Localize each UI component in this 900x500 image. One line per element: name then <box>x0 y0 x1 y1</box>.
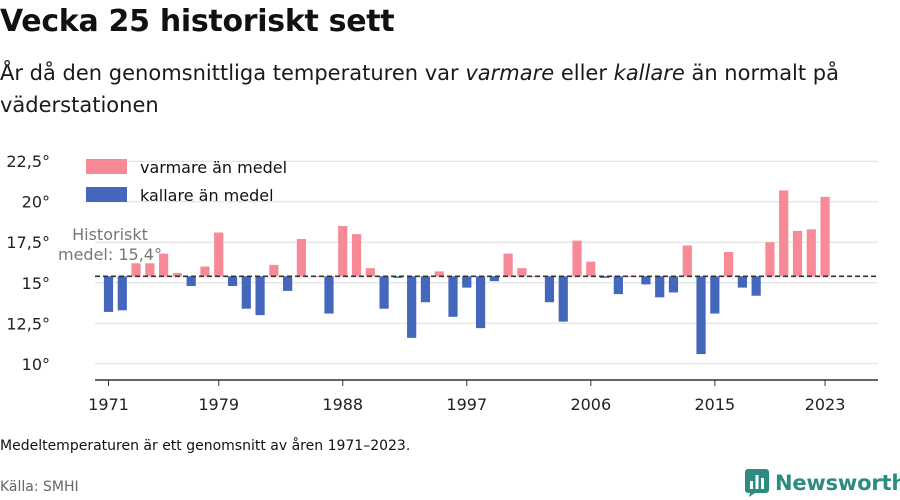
y-tick-label: 10° <box>22 355 50 374</box>
subtitle-part: eller <box>554 61 614 85</box>
legend-label-warmer: varmare än medel <box>140 158 287 177</box>
y-tick-label: 22,5° <box>6 152 50 171</box>
x-tick-label: 1979 <box>198 395 239 414</box>
bar-colder-2007 <box>599 276 610 278</box>
page-subtitle: År då den genomsnittliga temperaturen va… <box>0 57 860 121</box>
grid-layer: 10° 12,5° 15° 17,5° 20° 22,5° <box>6 152 878 381</box>
bar-warmer-2023 <box>820 196 830 277</box>
bar-warmer-1978 <box>200 266 210 277</box>
bar-colder-2011 <box>655 276 665 298</box>
x-tick-label: 1971 <box>88 395 129 414</box>
bar-colder-2018 <box>751 276 761 296</box>
bar-warmer-1988 <box>338 226 348 277</box>
bar-colder-2008 <box>613 276 623 295</box>
bar-colder-1977 <box>186 276 196 286</box>
bar-warmer-2020 <box>779 190 789 277</box>
subtitle-emphasis-warmer: varmare <box>465 61 555 85</box>
x-tick-label: 1997 <box>446 395 487 414</box>
bar-colder-1998 <box>475 276 486 329</box>
bar-layer <box>103 190 830 355</box>
bar-warmer-2001 <box>517 268 527 277</box>
y-tick-label: 20° <box>22 193 50 212</box>
bar-warmer-1976 <box>172 273 182 277</box>
bar-colder-1987 <box>324 276 334 314</box>
bar-warmer-2016 <box>724 251 734 277</box>
subtitle-emphasis-colder: kallare <box>613 61 685 85</box>
bar-colder-1997 <box>462 276 472 288</box>
y-tick-label: 15° <box>22 274 50 293</box>
bar-colder-1996 <box>448 276 458 317</box>
bar-warmer-2005 <box>572 240 582 277</box>
bar-warmer-2022 <box>806 229 816 277</box>
page-title: Vecka 25 historiskt sett <box>0 4 395 39</box>
bar-warmer-2019 <box>765 242 775 277</box>
source-credit: Källa: SMHI <box>0 479 79 495</box>
newsworthy-logo-icon <box>745 469 769 497</box>
bar-colder-1999 <box>489 276 499 282</box>
y-tick-label: 17,5° <box>6 233 50 252</box>
bar-warmer-1995 <box>434 271 444 277</box>
bar-colder-1992 <box>393 276 403 278</box>
brand-logo: Newsworthy <box>745 468 900 498</box>
bar-warmer-1974 <box>145 263 155 277</box>
bar-warmer-2006 <box>586 261 596 277</box>
bar-colder-2004 <box>558 276 568 322</box>
bar-colder-2015 <box>710 276 720 314</box>
bar-warmer-2021 <box>792 230 803 277</box>
bar-colder-1993 <box>407 276 417 338</box>
bar-warmer-2013 <box>682 245 692 277</box>
bar-colder-2012 <box>668 276 679 293</box>
historical-mean-label: Historiskt medel: 15,4° <box>58 225 162 264</box>
bar-warmer-1973 <box>131 263 141 277</box>
bar-colder-1984 <box>283 276 293 291</box>
overlay-layer: 1971 1979 1988 1997 2006 2015 2023 Historiskt me… <box>58 158 878 414</box>
bar-warmer-1979 <box>214 232 224 277</box>
y-tick-label: 12,5° <box>6 314 50 333</box>
brand-name: Newsworthy <box>775 471 900 495</box>
historical-mean-label-line: Historiskt <box>72 225 148 244</box>
bar-colder-2010 <box>641 276 651 285</box>
bar-colder-1972 <box>117 276 127 311</box>
footnote: Medeltemperaturen är ett genomsnitt av å… <box>0 438 411 454</box>
bar-colder-1991 <box>379 276 389 309</box>
x-tick-label: 2023 <box>805 395 846 414</box>
subtitle-part: År då den genomsnittliga temperaturen va… <box>0 61 466 85</box>
bar-colder-1971 <box>103 276 114 312</box>
bar-warmer-1985 <box>296 239 307 277</box>
bar-warmer-1990 <box>365 268 375 277</box>
bar-colder-2014 <box>696 276 706 355</box>
legend-label-colder: kallare än medel <box>140 186 274 205</box>
bar-colder-1981 <box>241 276 251 309</box>
bar-colder-2003 <box>544 276 555 303</box>
bar-warmer-1975 <box>159 253 169 277</box>
x-tick-label: 1988 <box>322 395 363 414</box>
subtitle-part: än normalt på väderstationen <box>0 61 839 117</box>
bar-colder-1982 <box>255 276 265 316</box>
bar-warmer-2000 <box>503 253 513 277</box>
bar-colder-2017 <box>737 276 747 288</box>
legend-swatch-warmer <box>86 159 127 174</box>
legend-swatch-colder <box>86 187 127 202</box>
bar-colder-1994 <box>420 276 431 303</box>
historical-mean-label-line: medel: 15,4° <box>58 245 162 264</box>
x-tick-label: 2015 <box>694 395 735 414</box>
bar-warmer-1983 <box>269 264 279 277</box>
bar-colder-1980 <box>227 276 238 286</box>
bar-warmer-1989 <box>351 234 362 277</box>
x-tick-label: 2006 <box>570 395 611 414</box>
